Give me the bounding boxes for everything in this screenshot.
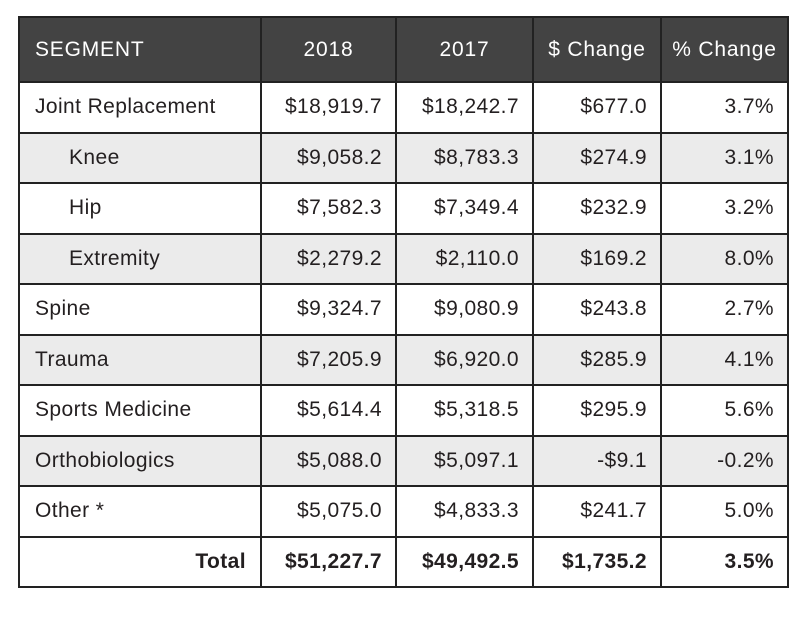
value-2017-cell: $5,318.5 <box>395 384 534 437</box>
value-2017-cell: $7,349.4 <box>395 182 534 235</box>
table-row-trauma: Trauma $7,205.9 $6,920.0 $285.9 4.1% <box>18 333 789 386</box>
dollar-change-cell: -$9.1 <box>532 434 662 487</box>
value-2018-cell: $5,614.4 <box>260 384 397 437</box>
column-header-2018: 2018 <box>260 16 397 83</box>
dollar-change-cell: $295.9 <box>532 384 662 437</box>
dollar-change-cell: $1,735.2 <box>532 535 662 588</box>
dollar-change-cell: $677.0 <box>532 81 662 134</box>
value-2018-cell: $51,227.7 <box>260 535 397 588</box>
percent-change-cell: 4.1% <box>660 333 789 386</box>
value-2017-cell: $9,080.9 <box>395 283 534 336</box>
column-header-dollar-change: $ Change <box>532 16 662 83</box>
percent-change-cell: 5.6% <box>660 384 789 437</box>
value-2018-cell: $7,205.9 <box>260 333 397 386</box>
percent-change-cell: 2.7% <box>660 283 789 336</box>
segment-cell: Joint Replacement <box>18 81 262 134</box>
table-row-other: Other * $5,075.0 $4,833.3 $241.7 5.0% <box>18 485 789 538</box>
percent-change-cell: 3.5% <box>660 535 789 588</box>
table-row-hip: Hip $7,582.3 $7,349.4 $232.9 3.2% <box>18 182 789 235</box>
segment-cell: Knee <box>18 131 262 184</box>
segment-cell: Trauma <box>18 333 262 386</box>
value-2018-cell: $5,088.0 <box>260 434 397 487</box>
segment-cell: Sports Medicine <box>18 384 262 437</box>
percent-change-cell: -0.2% <box>660 434 789 487</box>
segment-cell: Other * <box>18 485 262 538</box>
percent-change-cell: 3.2% <box>660 182 789 235</box>
segment-cell: Orthobiologics <box>18 434 262 487</box>
value-2017-cell: $8,783.3 <box>395 131 534 184</box>
value-2017-cell: $49,492.5 <box>395 535 534 588</box>
value-2017-cell: $5,097.1 <box>395 434 534 487</box>
percent-change-cell: 8.0% <box>660 232 789 285</box>
value-2018-cell: $9,058.2 <box>260 131 397 184</box>
value-2018-cell: $9,324.7 <box>260 283 397 336</box>
value-2018-cell: $5,075.0 <box>260 485 397 538</box>
segment-cell: Hip <box>18 182 262 235</box>
table-row-total: Total $51,227.7 $49,492.5 $1,735.2 3.5% <box>18 535 789 588</box>
dollar-change-cell: $285.9 <box>532 333 662 386</box>
value-2017-cell: $2,110.0 <box>395 232 534 285</box>
table-row-sports-medicine: Sports Medicine $5,614.4 $5,318.5 $295.9… <box>18 384 789 437</box>
value-2018-cell: $7,582.3 <box>260 182 397 235</box>
dollar-change-cell: $169.2 <box>532 232 662 285</box>
segment-cell: Extremity <box>18 232 262 285</box>
table-row-extremity: Extremity $2,279.2 $2,110.0 $169.2 8.0% <box>18 232 789 285</box>
segment-financials-table: SEGMENT 2018 2017 $ Change % Change Join… <box>18 16 789 588</box>
value-2017-cell: $4,833.3 <box>395 485 534 538</box>
segment-cell: Spine <box>18 283 262 336</box>
percent-change-cell: 3.1% <box>660 131 789 184</box>
value-2017-cell: $18,242.7 <box>395 81 534 134</box>
header-row: SEGMENT 2018 2017 $ Change % Change <box>18 16 789 83</box>
column-header-2017: 2017 <box>395 16 534 83</box>
column-header-segment: SEGMENT <box>18 16 262 83</box>
table-row-knee: Knee $9,058.2 $8,783.3 $274.9 3.1% <box>18 131 789 184</box>
value-2017-cell: $6,920.0 <box>395 333 534 386</box>
dollar-change-cell: $241.7 <box>532 485 662 538</box>
value-2018-cell: $18,919.7 <box>260 81 397 134</box>
column-header-percent-change: % Change <box>660 16 789 83</box>
percent-change-cell: 5.0% <box>660 485 789 538</box>
dollar-change-cell: $274.9 <box>532 131 662 184</box>
table-row-orthobiologics: Orthobiologics $5,088.0 $5,097.1 -$9.1 -… <box>18 434 789 487</box>
table-row-spine: Spine $9,324.7 $9,080.9 $243.8 2.7% <box>18 283 789 336</box>
dollar-change-cell: $232.9 <box>532 182 662 235</box>
total-label-cell: Total <box>18 535 262 588</box>
percent-change-cell: 3.7% <box>660 81 789 134</box>
dollar-change-cell: $243.8 <box>532 283 662 336</box>
value-2018-cell: $2,279.2 <box>260 232 397 285</box>
table-row-joint-replacement: Joint Replacement $18,919.7 $18,242.7 $6… <box>18 81 789 134</box>
